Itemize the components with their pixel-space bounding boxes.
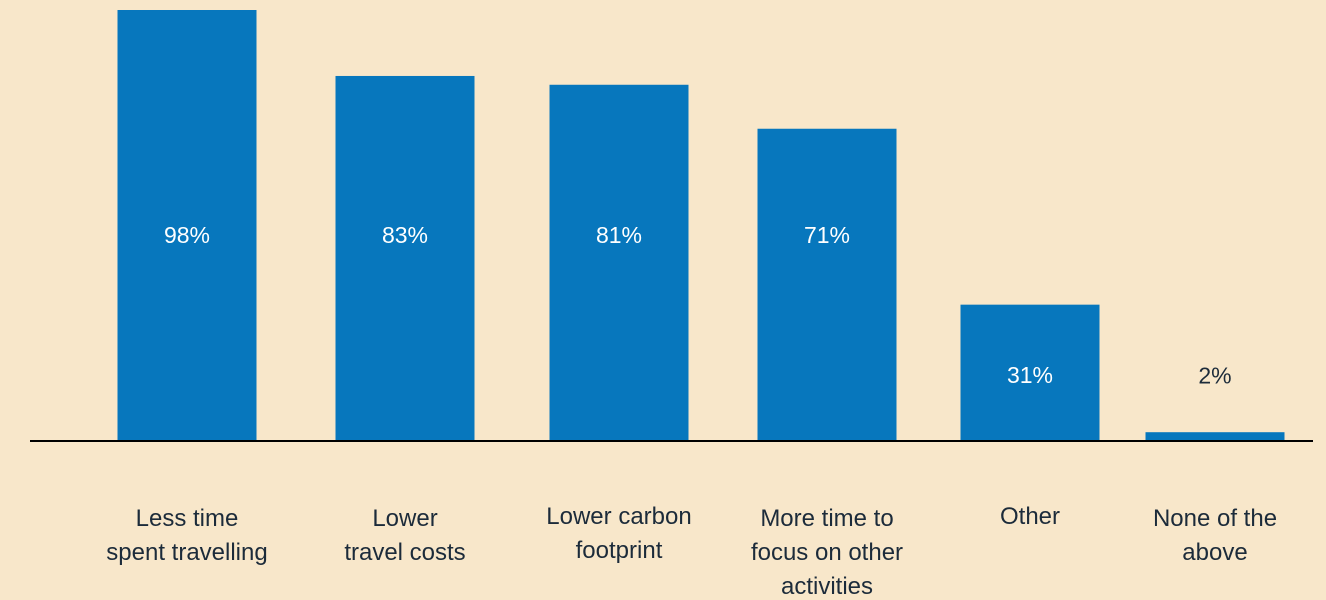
category-labels-group: Less time spent travelling Lower travel cos… [106, 503, 1277, 600]
category-label-6: None of the above [1153, 505, 1277, 566]
bar-3 [549, 84, 689, 441]
category-label-3: Lower carbon footprint [546, 503, 691, 564]
category-label-line: None of the [1153, 505, 1277, 532]
category-label-5: Other [1000, 503, 1060, 530]
value-labels-group: 98% 83% 81% 71% 31% 2% [164, 222, 1232, 388]
bar-5 [960, 304, 1100, 441]
value-label-1: 98% [164, 222, 210, 248]
category-label-line: focus on other [751, 539, 903, 566]
category-label-line: spent travelling [106, 539, 267, 566]
category-label-line: Lower [372, 505, 437, 532]
category-label-4: More time to focus on other activities [751, 505, 903, 600]
bar-6 [1145, 432, 1285, 441]
value-label-6: 2% [1198, 362, 1231, 388]
category-label-2: Lower travel costs [344, 505, 465, 566]
bar-4 [757, 128, 897, 441]
category-label-line: Lower carbon [546, 503, 691, 530]
value-label-3: 81% [596, 222, 642, 248]
category-label-line: Other [1000, 503, 1060, 530]
category-label-1: Less time spent travelling [106, 505, 267, 566]
value-label-5: 31% [1007, 362, 1053, 388]
bars-group [117, 10, 1285, 441]
category-label-line: Less time [136, 505, 239, 532]
category-label-line: More time to [760, 505, 893, 532]
category-label-line: above [1182, 539, 1247, 566]
category-label-line: travel costs [344, 539, 465, 566]
category-label-line: footprint [576, 537, 663, 564]
bar-2 [335, 75, 475, 441]
category-label-line: activities [781, 573, 873, 600]
bar-1 [117, 10, 257, 441]
value-label-2: 83% [382, 222, 428, 248]
value-label-4: 71% [804, 222, 850, 248]
